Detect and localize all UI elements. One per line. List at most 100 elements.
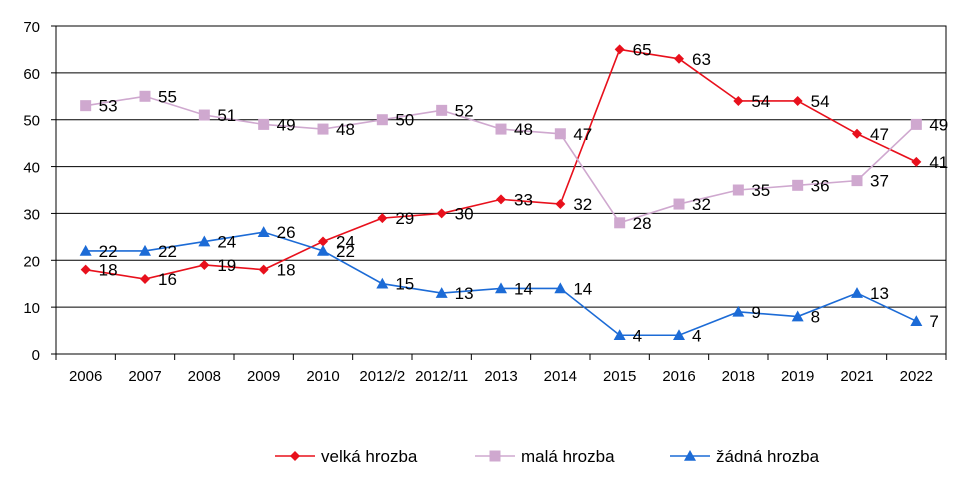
series-zadna-hrozba-point bbox=[732, 305, 745, 317]
x-tick-label: 2006 bbox=[69, 368, 102, 385]
series-velka-hrozba-point bbox=[377, 213, 388, 224]
y-tick-label: 60 bbox=[23, 66, 40, 83]
x-tick-label: 2013 bbox=[484, 368, 517, 385]
series-zadna-hrozba-point bbox=[673, 329, 685, 341]
series-mala-hrozba-data-label: 55 bbox=[158, 87, 177, 106]
series-mala-hrozba-data-label: 37 bbox=[870, 172, 889, 191]
series-zadna-hrozba-point bbox=[613, 329, 626, 341]
x-tick-label: 2015 bbox=[603, 368, 636, 385]
series-mala-hrozba-point bbox=[139, 90, 151, 102]
series-velka-hrozba-data-label: 32 bbox=[573, 195, 592, 214]
legend: velká hrozba malá hrozba žádná hrozba bbox=[275, 447, 820, 466]
series-zadna-hrozba-point bbox=[495, 282, 507, 294]
series-velka-hrozba-data-label: 54 bbox=[751, 92, 770, 111]
series-zadna-hrozba-point bbox=[554, 282, 567, 294]
series-mala-hrozba-data-label: 51 bbox=[217, 106, 236, 125]
x-tick-label: 2012/2 bbox=[359, 368, 405, 385]
series-velka-hrozba-data-label: 18 bbox=[277, 261, 296, 280]
series-zadna-hrozba-point bbox=[198, 235, 211, 247]
series-zadna-hrozba-data-label: 24 bbox=[217, 233, 236, 252]
series-mala-hrozba-data-label: 53 bbox=[99, 97, 118, 116]
series-velka-hrozba-data-label: 19 bbox=[217, 256, 236, 275]
series-velka-hrozba-point bbox=[614, 44, 625, 55]
series-zadna-hrozba-data-label: 14 bbox=[573, 279, 592, 298]
series-zadna-hrozba-data-label: 26 bbox=[277, 223, 296, 242]
series-velka-hrozba-data-label: 29 bbox=[395, 209, 414, 228]
series-zadna-hrozba-point bbox=[435, 287, 448, 298]
series-velka-hrozba-data-label: 18 bbox=[99, 261, 118, 280]
series-velka-hrozba-point bbox=[199, 259, 210, 270]
series-mala-hrozba-point bbox=[376, 114, 388, 126]
x-tick-label: 2022 bbox=[900, 368, 933, 385]
y-tick-label: 50 bbox=[23, 113, 40, 130]
series-mala-hrozba-data-label: 52 bbox=[455, 101, 474, 120]
series-mala-hrozba-point bbox=[80, 100, 92, 112]
series-velka-hrozba-data-label: 63 bbox=[692, 50, 711, 69]
series-velka-hrozba-data-label: 54 bbox=[811, 92, 830, 111]
y-tick-label: 20 bbox=[23, 253, 40, 270]
series-velka-hrozba-point bbox=[792, 95, 803, 106]
series-zadna-hrozba-point bbox=[257, 226, 270, 237]
series-velka-hrozba-data-label: 41 bbox=[929, 153, 948, 172]
series-zadna-hrozba-point bbox=[851, 287, 863, 298]
series-velka-hrozba-data-label: 24 bbox=[336, 233, 355, 252]
series-zadna-hrozba-data-label: 22 bbox=[99, 242, 118, 261]
series-velka-hrozba-data-label: 33 bbox=[514, 190, 533, 209]
series-velka-hrozba-line bbox=[85, 48, 917, 280]
series-mala-hrozba-point bbox=[436, 104, 448, 116]
legend-marker-series-mala-hrozba bbox=[489, 450, 501, 462]
series-mala-hrozba-data-label: 32 bbox=[692, 195, 711, 214]
series-zadna-hrozba-data-label: 13 bbox=[455, 284, 474, 303]
series-velka-hrozba-point bbox=[258, 264, 269, 275]
series-group bbox=[79, 44, 923, 341]
series-mala-hrozba-point bbox=[317, 123, 329, 135]
series-velka-hrozba-point bbox=[852, 128, 862, 139]
y-tick-label: 40 bbox=[23, 160, 40, 177]
x-tick-label: 2016 bbox=[662, 368, 695, 385]
series-velka-hrozba-point bbox=[140, 274, 150, 285]
series-mala-hrozba-data-label: 47 bbox=[573, 125, 592, 144]
series-velka-hrozba-point bbox=[496, 194, 506, 205]
series-mala-hrozba-data-label: 49 bbox=[277, 115, 296, 134]
x-tick-label: 2007 bbox=[128, 368, 161, 385]
series-velka-hrozba-point bbox=[80, 264, 91, 275]
series-velka-hrozba-data-label: 16 bbox=[158, 270, 177, 289]
legend-marker-series-velka-hrozba bbox=[290, 451, 300, 461]
series-velka-hrozba-point bbox=[911, 156, 922, 167]
series-mala-hrozba-data-label: 48 bbox=[514, 120, 533, 139]
series-zadna-hrozba-data-label: 15 bbox=[395, 275, 414, 294]
y-tick-label: 70 bbox=[23, 19, 40, 36]
series-mala-hrozba-data-label: 35 bbox=[751, 181, 770, 200]
y-tick-label: 0 bbox=[32, 347, 40, 364]
y-tick-label: 30 bbox=[23, 206, 40, 223]
series-zadna-hrozba-data-label: 4 bbox=[692, 326, 701, 345]
series-velka-hrozba-point bbox=[436, 208, 447, 219]
series-mala-hrozba-data-label: 50 bbox=[395, 111, 414, 130]
series-zadna-hrozba-data-label: 8 bbox=[811, 308, 820, 327]
x-tick-label: 2008 bbox=[188, 368, 221, 385]
series-mala-hrozba-point bbox=[851, 175, 863, 187]
series-zadna-hrozba-data-label: 7 bbox=[929, 312, 938, 331]
series-velka-hrozba-data-label: 30 bbox=[455, 204, 474, 223]
series-velka-hrozba-data-label: 47 bbox=[870, 125, 889, 144]
legend-label-series-zadna-hrozba: žádná hrozba bbox=[716, 447, 820, 466]
x-tick-label: 2009 bbox=[247, 368, 280, 385]
x-tick-label: 2012/11 bbox=[415, 368, 468, 385]
series-zadna-hrozba-point bbox=[791, 310, 804, 322]
x-tick-label: 2019 bbox=[781, 368, 814, 385]
y-tick-label: 10 bbox=[23, 300, 40, 317]
series-mala-hrozba-point bbox=[258, 118, 270, 130]
series-zadna-hrozba-data-label: 22 bbox=[336, 242, 355, 261]
series-mala-hrozba-point bbox=[910, 118, 922, 130]
series-mala-hrozba-point bbox=[732, 184, 744, 196]
x-tick-label: 2010 bbox=[306, 368, 339, 385]
series-mala-hrozba-data-label: 28 bbox=[633, 214, 652, 233]
series-mala-hrozba-point bbox=[673, 198, 685, 210]
series-velka-hrozba-point bbox=[733, 95, 744, 106]
series-velka-hrozba-point bbox=[318, 236, 328, 247]
series-zadna-hrozba-data-label: 14 bbox=[514, 279, 533, 298]
series-zadna-hrozba-data-label: 22 bbox=[158, 242, 177, 261]
series-mala-hrozba-point bbox=[554, 128, 566, 140]
